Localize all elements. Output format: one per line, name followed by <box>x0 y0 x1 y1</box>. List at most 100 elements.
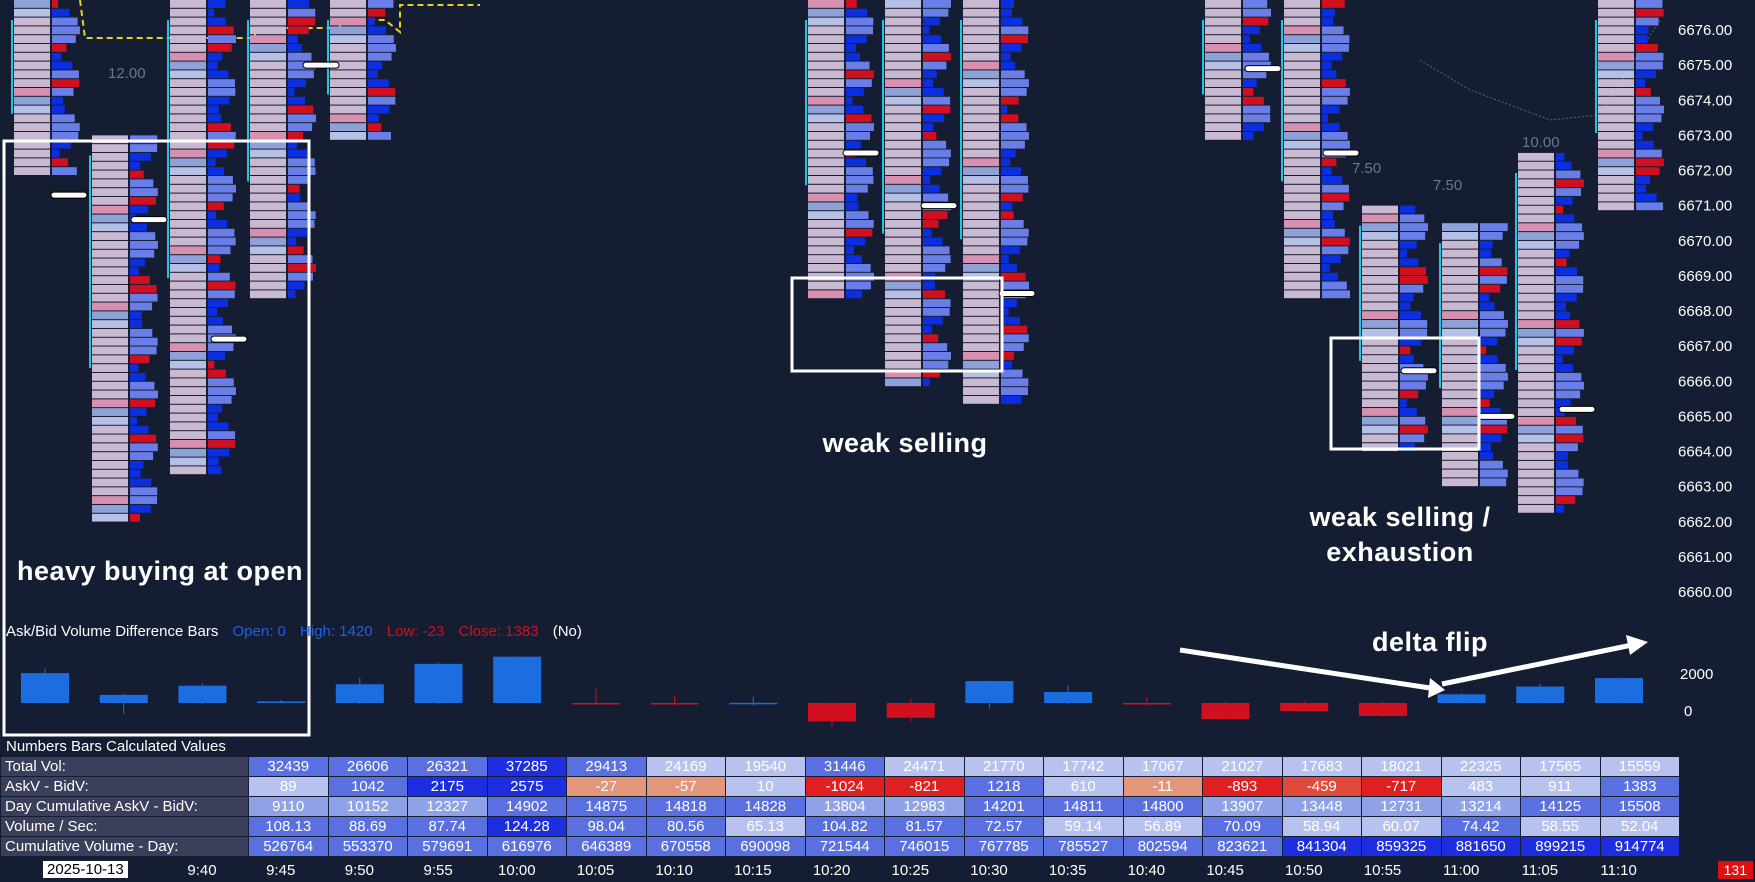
footprint-cell <box>885 325 921 334</box>
footprint-cell <box>330 61 366 70</box>
footprint-cell <box>1284 61 1320 70</box>
footprint-cell <box>1598 140 1634 149</box>
chart-canvas[interactable]: 6676.00 6675.00 6674.00 6673.00 6672.00 6671.… <box>0 0 1755 737</box>
footprint-cell <box>1598 17 1634 26</box>
stats-cell: 98.04 <box>566 816 647 837</box>
poc-marker <box>1400 367 1438 375</box>
annotation-arrow-line <box>1179 647 1431 691</box>
footprint-cell <box>330 44 366 52</box>
footprint-cell <box>885 158 921 167</box>
footprint-cell <box>1205 123 1241 131</box>
footprint-cell <box>1442 258 1478 267</box>
volume-profile-bar <box>1322 193 1350 202</box>
footprint-cell <box>963 176 999 184</box>
volume-profile-bar <box>1322 290 1350 299</box>
footprint-cell <box>1362 267 1398 276</box>
volume-profile-bar <box>1001 360 1013 369</box>
footprint-cell <box>250 228 286 237</box>
price-axis-label: 6670.00 <box>1678 233 1732 250</box>
footprint-cell <box>330 114 366 123</box>
time-axis-label: 11:10 <box>1600 862 1637 879</box>
stats-cell: 21770 <box>963 756 1044 777</box>
footprint-cell <box>1284 26 1320 35</box>
footprint-cell <box>1518 214 1554 223</box>
volume-profile-bar <box>1556 487 1583 496</box>
footprint-cell <box>170 228 206 237</box>
footprint-cell <box>170 35 206 43</box>
delta-bar <box>650 703 699 705</box>
footprint-value-area <box>805 20 807 186</box>
footprint-cell <box>1284 17 1320 26</box>
stats-cell: 1042 <box>327 776 408 797</box>
volume-profile-bar <box>288 193 301 202</box>
footprint-cell <box>1284 52 1320 61</box>
volume-profile-bar <box>288 290 296 299</box>
footprint-cell <box>1284 96 1320 105</box>
footprint-cell <box>1598 35 1634 43</box>
volume-profile-bar <box>1243 132 1254 140</box>
footprint-cell <box>808 52 844 61</box>
footprint-cell <box>885 237 921 246</box>
footprint-cell <box>808 44 844 52</box>
footprint-cell <box>170 193 206 202</box>
volume-profile-bar <box>1480 451 1494 460</box>
footprint-cell <box>170 352 206 360</box>
volume-profile-bar <box>1243 44 1262 52</box>
poc-marker <box>998 289 1036 297</box>
volume-profile-bar <box>288 44 302 52</box>
volume-profile-bar <box>368 96 396 105</box>
footprint-cell <box>250 61 286 70</box>
footprint-cell <box>14 88 50 96</box>
footprint-cell <box>170 255 206 263</box>
footprint-cell <box>1205 52 1241 61</box>
footprint-value-area <box>1202 20 1204 95</box>
date-label: 2025-10-13 <box>43 861 128 878</box>
footprint-cell <box>963 70 999 79</box>
volume-profile-bar <box>52 79 80 87</box>
volume-profile-bar <box>130 284 157 293</box>
footprint-cell <box>1518 196 1554 205</box>
footprint-cell <box>1442 223 1478 231</box>
footprint-cell <box>1284 246 1320 255</box>
volume-profile-bar <box>1480 346 1487 355</box>
volume-profile-bar <box>1636 70 1657 79</box>
footprint-cell <box>250 8 286 17</box>
volume-profile-bar <box>130 390 158 399</box>
volume-profile-bar <box>208 404 223 413</box>
volume-profile-bar <box>1636 17 1659 26</box>
footprint-cell <box>1284 202 1320 211</box>
footprint-cell <box>92 320 128 328</box>
stats-cell: 579691 <box>407 836 488 857</box>
footprint-cell <box>92 284 128 293</box>
stats-cell: 21027 <box>1202 756 1283 777</box>
footprint-cell <box>170 79 206 87</box>
footprint-cell <box>1442 337 1478 346</box>
stats-cell: 13448 <box>1281 796 1362 817</box>
volume-profile-bar <box>130 152 151 161</box>
footprint-cell <box>885 220 921 228</box>
volume-profile-bar <box>1001 211 1014 219</box>
stats-cell: 1218 <box>963 776 1044 797</box>
volume-profile-bar <box>52 123 80 131</box>
delta-bar <box>886 703 935 718</box>
volume-profile-bar <box>130 452 154 460</box>
volume-profile-bar <box>1322 114 1329 123</box>
volume-profile-bar <box>208 272 230 281</box>
stats-cell: 24471 <box>884 756 965 777</box>
footprint-cell <box>885 343 921 351</box>
volume-profile-bar <box>1001 281 1029 290</box>
footprint-cell <box>1518 434 1554 443</box>
footprint-cell <box>1205 44 1241 52</box>
volume-profile-bar <box>1243 88 1254 96</box>
volume-profile-bar <box>1001 228 1029 237</box>
footprint-cell <box>1442 425 1478 434</box>
volume-profile-bar <box>846 105 864 114</box>
volume-profile-bar <box>208 8 215 17</box>
volume-profile-bar <box>130 381 155 390</box>
volume-profile-bar <box>923 44 949 52</box>
volume-profile-bar <box>1001 272 1026 281</box>
footprint-cell <box>1205 79 1241 87</box>
volume-profile-bar <box>1480 275 1507 284</box>
volume-profile-bar <box>130 346 157 355</box>
annotation-box <box>790 276 1004 373</box>
